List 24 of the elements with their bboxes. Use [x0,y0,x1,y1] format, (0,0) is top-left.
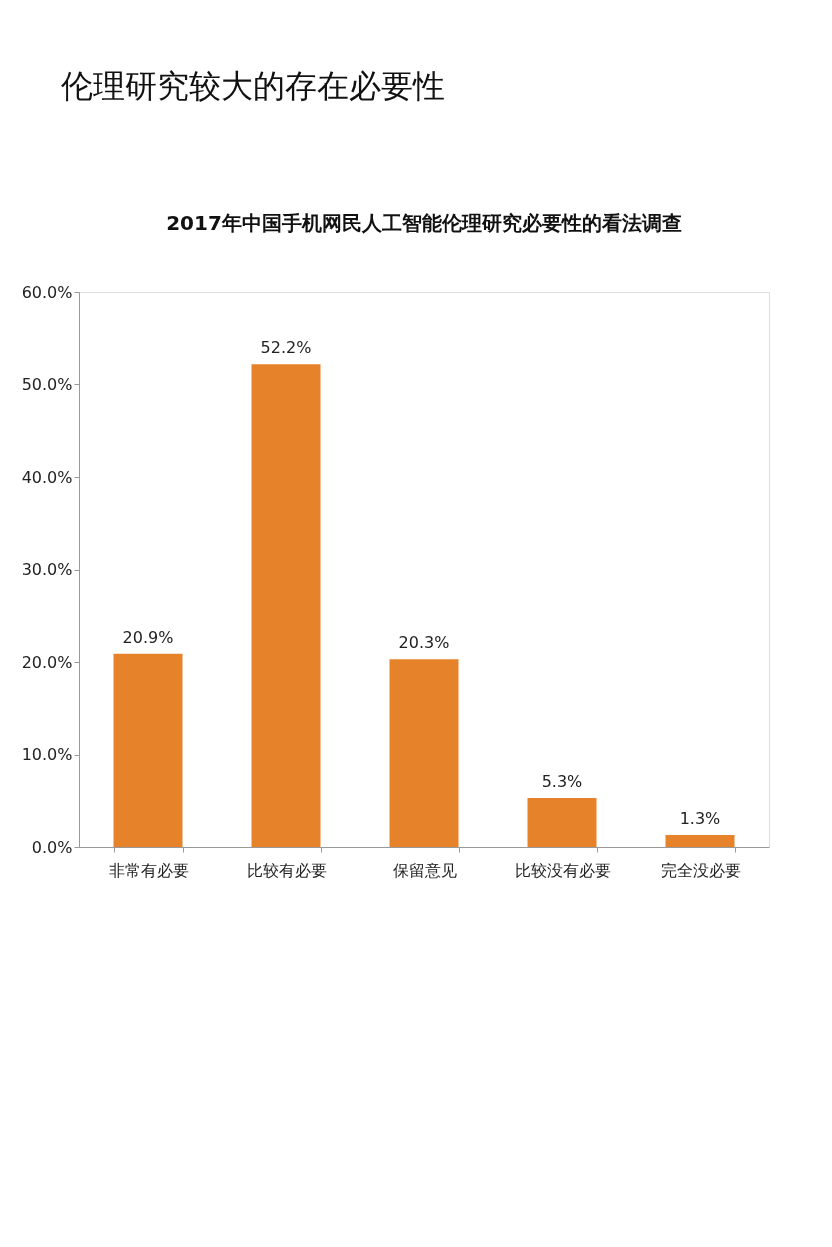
x-tick-label: 非常有必要 [108,860,189,880]
y-tick-label: 10.0% [21,745,73,764]
x-tick-label: 比较有必要 [246,860,327,880]
data-label: 20.3% [398,633,450,653]
bar [251,364,321,847]
x-tick-label: 完全没必要 [660,860,741,880]
chart-title: 伦理研究较大的存在必要性 [60,66,445,105]
data-label: 52.2% [260,338,312,358]
bar [389,659,459,847]
y-tick-label: 20.0% [21,652,73,672]
data-label: 1.3% [679,808,721,828]
y-tick-label: 40.0% [21,467,73,487]
bar [665,834,735,847]
x-tick-label: 保留意见 [392,860,457,880]
bar [527,797,597,847]
data-label: 20.9% [122,627,174,647]
y-tick-label: 0.0% [31,837,73,857]
data-label: 5.3% [541,771,583,791]
y-tick-label: 60.0% [21,282,73,302]
y-tick-label: 50.0% [21,375,73,394]
bar [113,653,183,847]
chart-subtitle: 2017年中国手机网民人工智能伦理研究必要性的看法调查 [166,211,682,235]
y-tick-label: 30.0% [21,560,73,579]
x-tick-label: 比较没有必要 [514,860,611,880]
